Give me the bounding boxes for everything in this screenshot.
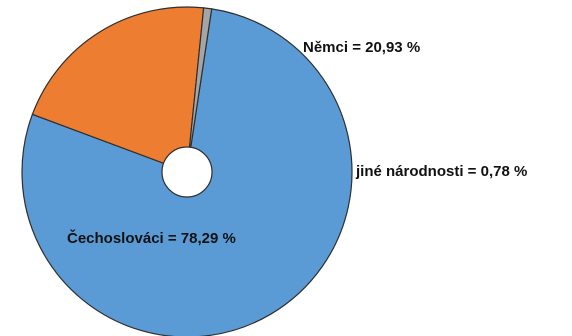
pie-slice-jine-narodnosti (186, 7, 213, 173)
slice-label-nemci: Němci = 20,93 % (303, 39, 420, 56)
pie-labels: Čechoslováci = 78,29 % Němci = 20,93 % j… (67, 39, 527, 247)
pie-slice-nemci (31, 6, 205, 173)
pie-center-hole (161, 146, 213, 198)
slice-label-cechoslovaci: Čechoslováci = 78,29 % (67, 229, 236, 247)
slice-label-jine-narodnosti: jiné národnosti = 0,78 % (355, 163, 527, 180)
